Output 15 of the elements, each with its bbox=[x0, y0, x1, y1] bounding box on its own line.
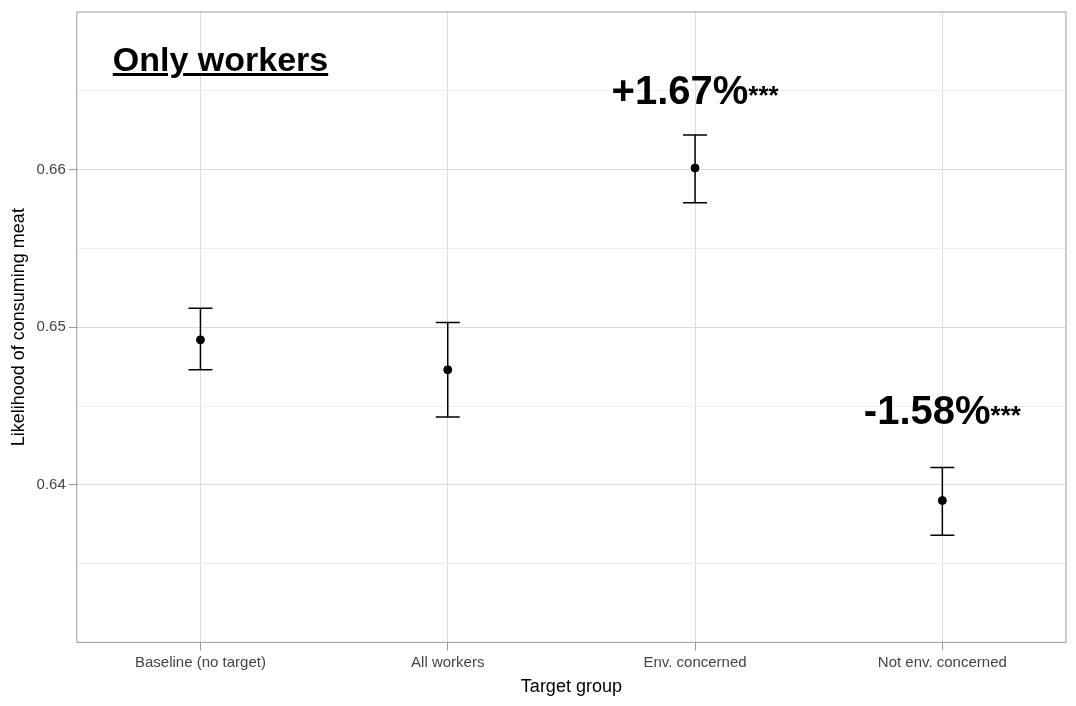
y-tick-label: 0.66 bbox=[36, 159, 66, 177]
point bbox=[195, 335, 205, 345]
x-tick-label: Not env. concerned bbox=[877, 652, 1007, 670]
point bbox=[443, 365, 453, 375]
x-tick-label: Env. concerned bbox=[643, 652, 747, 670]
x-tick-label: Baseline (no target) bbox=[134, 652, 266, 670]
annotation: -1.58%*** bbox=[863, 388, 1021, 432]
annotation: +1.67%*** bbox=[611, 68, 779, 112]
y-axis-title: Likelihood of consuming meat bbox=[7, 208, 28, 447]
point bbox=[937, 496, 947, 506]
y-tick-label: 0.64 bbox=[36, 474, 66, 492]
y-tick-label: 0.65 bbox=[36, 317, 66, 335]
x-tick-label: All workers bbox=[411, 652, 485, 670]
text: Only workers bbox=[112, 40, 329, 78]
x-axis-title: Target group bbox=[520, 676, 622, 697]
